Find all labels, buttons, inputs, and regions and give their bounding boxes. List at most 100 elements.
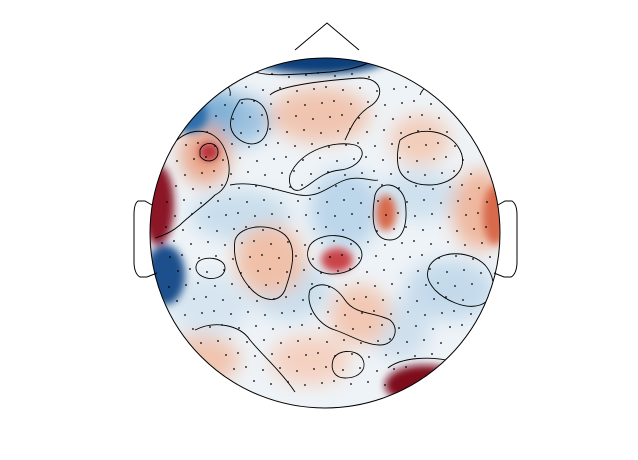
sensor-dot [255,325,257,327]
sensor-dot [277,282,279,284]
sensor-dot [185,284,187,286]
sensor-dot [350,243,352,245]
sensor-dot [270,383,272,385]
sensor-dot [265,284,267,286]
sensor-dot [295,255,297,257]
sensor-dot [409,116,411,118]
sensor-dot [342,369,344,371]
sensor-dot [429,128,431,130]
sensor-dot [343,339,345,341]
sensor-dot [296,90,298,92]
sensor-dot [432,188,434,190]
sensor-dot [240,132,242,134]
sensor-dot [391,143,393,145]
sensor-dot [382,299,384,301]
sensor-dot [230,173,232,175]
sensor-dot [305,74,307,76]
peak-positive-right [483,185,500,245]
sensor-dot [256,160,258,162]
sensor-dot [305,354,307,356]
sensor-dot [369,326,371,328]
sensor-dot [424,174,426,176]
sensor-dot [421,254,423,256]
sensor-dot [272,328,274,330]
blob-light-red-2 [390,115,450,165]
sensor-dot [256,300,258,302]
sensor-dot [413,240,415,242]
sensor-dot [448,216,450,218]
sensor-dot [393,228,395,230]
sensor-dot [486,201,488,203]
sensor-dot [263,339,265,341]
sensor-dot [349,268,351,270]
sensor-dot [326,341,328,343]
sensor-dot [431,213,433,215]
sensor-dot [232,118,234,120]
sensor-dot [335,185,337,187]
sensor-dot [317,72,319,74]
sensor-dot [360,342,362,344]
sensor-dot [262,89,264,91]
sensor-dot [437,142,439,144]
sensor-dot [327,171,329,173]
sensor-dot [430,103,432,105]
sensor-dot [353,298,355,300]
sensor-dot [313,228,315,230]
sensor-dot [389,198,391,200]
sensor-dot [477,212,479,214]
sensor-dot [345,144,347,146]
sensor-dot [397,352,399,354]
sensor-dot [400,272,402,274]
sensor-dot [241,102,243,104]
sensor-dot [473,228,475,230]
sensor-dot [214,285,216,287]
sensor-dot [245,86,247,88]
sensor-dot [273,298,275,300]
sensor-dot [245,366,247,368]
sensor-dot [245,226,247,228]
sensor-dot [287,381,289,383]
sensor-dot [169,256,171,258]
sensor-dot [206,131,208,133]
contour-left-small [195,257,226,279]
sensor-dot [321,102,323,104]
sensor-dot [281,312,283,314]
sensor-dot [384,104,386,106]
sensor-dot [273,158,275,160]
sensor-dot [439,227,441,229]
sensor-dot [302,299,304,301]
sensor-dot [401,102,403,104]
sensor-dot [390,313,392,315]
sensor-dot [287,101,289,103]
sensor-dot [326,201,328,203]
sensor-dot [232,258,234,260]
sensor-dot [286,271,288,273]
sensor-dot [485,226,487,228]
sensor-dot [237,212,239,214]
sensor-dot [441,312,443,314]
sensor-dot [197,282,199,284]
sensor-dot [413,100,415,102]
sensor-dot [277,142,279,144]
sensor-dot [270,243,272,245]
sensor-dot [368,356,370,358]
sensor-dot [285,296,287,298]
blob-light-red-5 [330,285,390,345]
sensor-dot [446,271,448,273]
sensor-dot [416,300,418,302]
sensor-dot [408,146,410,148]
sensor-dot [389,338,391,340]
sensor-dot [200,342,202,344]
sensor-dot [269,128,271,130]
sensor-dot [431,353,433,355]
sensor-dot [449,326,451,328]
sensor-dot [433,298,435,300]
sensor-dot [313,368,315,370]
sensor-dot [369,186,371,188]
sensor-dot [381,324,383,326]
sensor-dot [407,171,409,173]
sensor-dot [270,103,272,105]
peak-positive-right-posterior [385,365,465,405]
sensor-dot [333,100,335,102]
sensor-dot [392,118,394,120]
